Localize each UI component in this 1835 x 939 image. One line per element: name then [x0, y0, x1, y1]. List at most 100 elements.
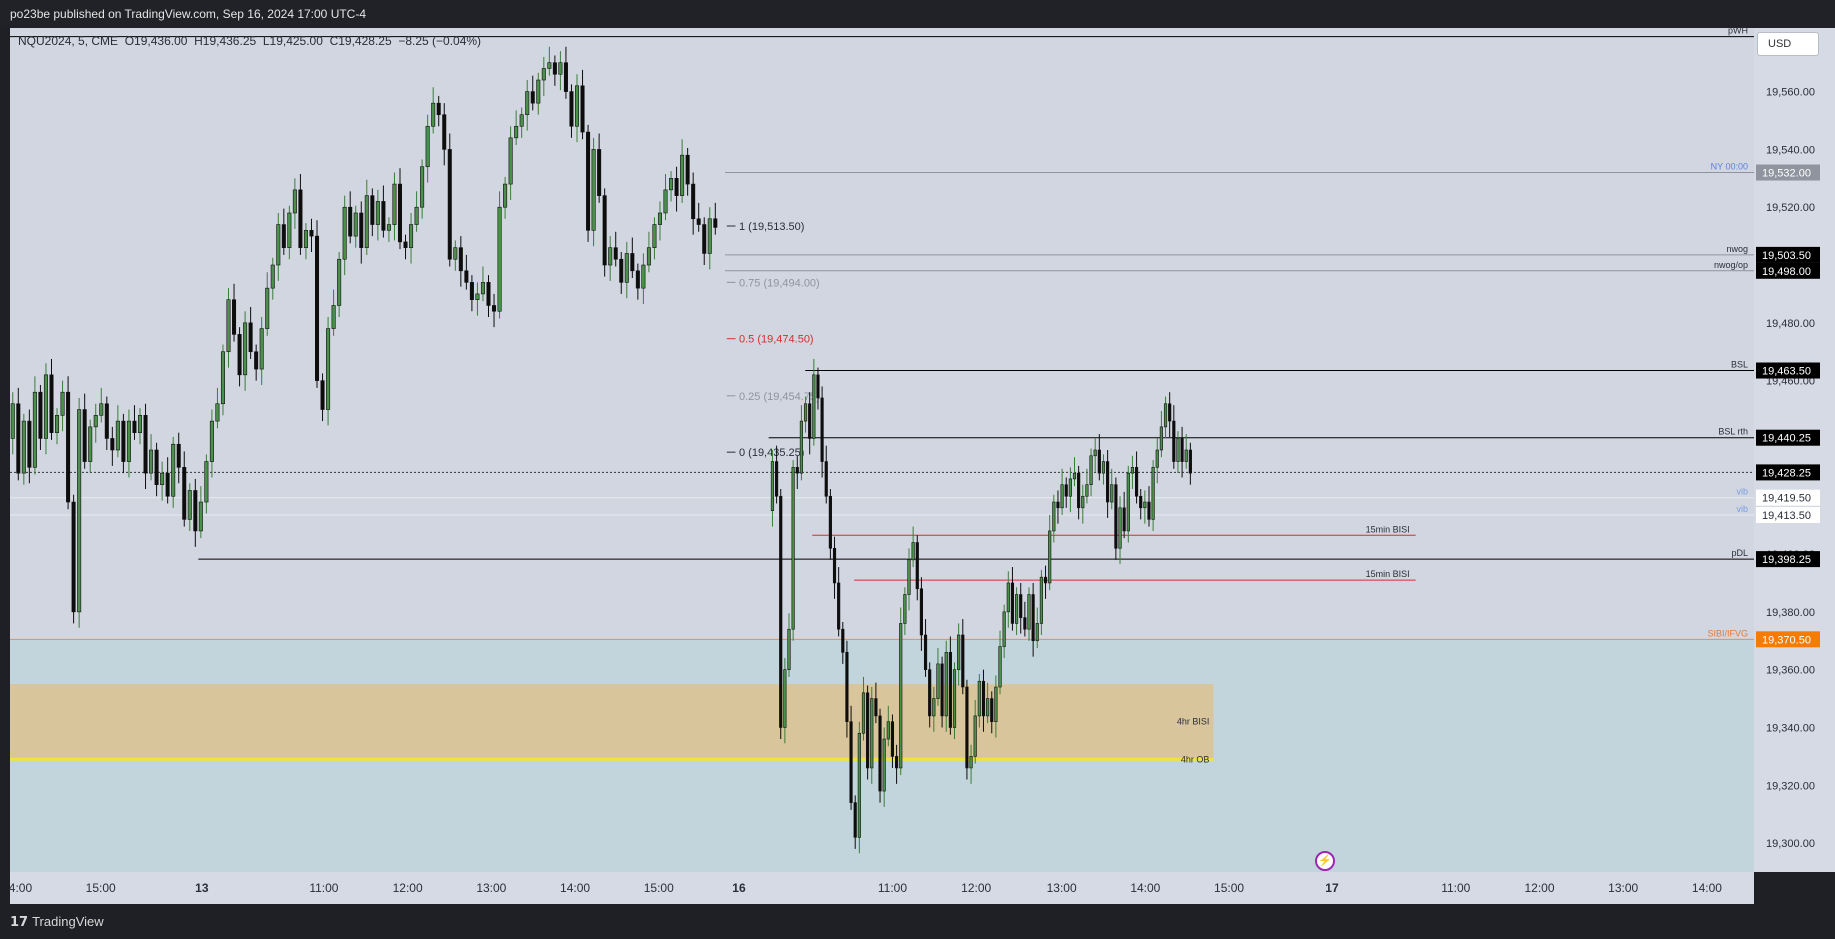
- candle-body: [685, 154, 690, 185]
- candle-body: [21, 420, 26, 474]
- candle-body: [928, 669, 932, 717]
- candle-body: [480, 282, 485, 295]
- price-label-box: [1756, 507, 1820, 524]
- candle-body: [93, 415, 98, 428]
- candle-body: [547, 62, 552, 69]
- candle-body: [816, 374, 820, 399]
- candle-body: [919, 588, 923, 636]
- candle-body: [652, 224, 657, 248]
- candle-body: [1180, 438, 1184, 462]
- candle-body: [1027, 594, 1031, 630]
- x-tick-label: 13:00: [1047, 881, 1077, 895]
- candle-body: [998, 646, 1002, 688]
- candle-body: [965, 686, 969, 769]
- x-tick-label: 11:00: [309, 881, 338, 895]
- candle-body: [837, 582, 841, 630]
- candle-body: [353, 212, 358, 237]
- candle-body: [849, 721, 853, 803]
- price-label: 19,463.50: [1762, 366, 1811, 378]
- candle-body: [1064, 484, 1068, 497]
- price-label: 19,503.50: [1762, 250, 1811, 262]
- candle-body: [298, 189, 303, 248]
- x-tick-label: 17: [1325, 881, 1339, 895]
- candle-body: [503, 183, 508, 208]
- candle-body: [508, 137, 513, 185]
- candle-body: [580, 85, 585, 133]
- candle-body: [198, 501, 203, 532]
- candle-body: [619, 258, 624, 283]
- y-tick-label: 19,300.00: [1766, 838, 1815, 850]
- candle-body: [940, 663, 944, 717]
- candle-body: [1101, 461, 1106, 474]
- candle-body: [326, 328, 331, 410]
- candle-body: [915, 542, 919, 590]
- candle-body: [613, 247, 618, 260]
- fib-label-4: 0 (19,435.25): [739, 447, 804, 459]
- candle-body: [990, 698, 994, 722]
- candle-body: [104, 403, 109, 439]
- level-label-10: 15min BISI: [1366, 569, 1410, 579]
- candle-body: [132, 420, 137, 433]
- candle-body: [911, 542, 915, 561]
- candle-body: [359, 212, 364, 248]
- candle-body: [403, 241, 408, 248]
- candle-body: [1130, 467, 1135, 474]
- candle-body: [409, 224, 414, 248]
- candle-body: [1093, 449, 1097, 457]
- candle-body: [66, 391, 71, 503]
- candle-body: [808, 403, 812, 439]
- x-tick-label: 14:00: [560, 881, 590, 895]
- fib-label-2: 0.5 (19,474.50): [739, 334, 814, 346]
- x-tick-label: 12:00: [1524, 881, 1554, 895]
- candle-body: [1188, 449, 1192, 474]
- tradingview-brand[interactable]: 17 TradingView: [10, 914, 104, 930]
- candle-body: [10, 403, 15, 439]
- candle-body: [77, 409, 82, 613]
- candle-body: [1014, 594, 1019, 624]
- candle-body: [878, 715, 882, 792]
- candle-body: [1048, 530, 1052, 584]
- alert-icon[interactable]: ⚡: [1315, 851, 1335, 871]
- candle-body: [71, 501, 76, 613]
- candle-body: [220, 351, 225, 405]
- candle-body: [783, 669, 787, 728]
- candle-body: [342, 206, 347, 260]
- price-label: 19,370.50: [1762, 634, 1811, 646]
- bisi-zone-label: 4hr BISI: [1177, 717, 1210, 727]
- candle-body: [1002, 611, 1006, 647]
- candle-body: [204, 461, 209, 503]
- candle-body: [519, 114, 524, 127]
- price-label: 19,428.25: [1762, 467, 1811, 479]
- currency-selector[interactable]: USD: [1757, 32, 1819, 56]
- candle-body: [552, 62, 557, 75]
- time-axis[interactable]: [10, 872, 1754, 904]
- candle-body: [1176, 438, 1180, 462]
- y-tick-label: 19,520.00: [1766, 202, 1815, 214]
- x-tick-label: 14:00: [1130, 881, 1160, 895]
- candle-body: [232, 299, 237, 335]
- symbol-name[interactable]: NQU2024, 5, CME: [18, 34, 119, 48]
- candle-body: [944, 652, 948, 717]
- candle-body: [957, 634, 961, 670]
- candle-body: [1023, 617, 1027, 630]
- candle-body: [597, 149, 602, 196]
- candle-body: [1151, 467, 1155, 520]
- candle-body: [115, 420, 120, 451]
- candle-body: [370, 195, 375, 225]
- candle-body: [1060, 484, 1064, 509]
- candle-body: [1134, 467, 1139, 497]
- candle-body: [1143, 501, 1147, 509]
- candle-body: [1010, 582, 1015, 624]
- y-tick-label: 19,460.00: [1766, 376, 1815, 388]
- price-label-box: [1756, 464, 1820, 481]
- price-label-box: [1756, 551, 1820, 568]
- candle-body: [1184, 449, 1188, 462]
- candle-body: [1006, 582, 1010, 613]
- candle-body: [680, 154, 685, 196]
- ohlc-close: C19,428.25: [329, 34, 392, 48]
- candle-body: [386, 224, 391, 231]
- candle-body: [281, 224, 286, 248]
- candle-body: [143, 415, 148, 474]
- x-tick-label: 15:00: [1214, 881, 1244, 895]
- candle-body: [265, 287, 270, 329]
